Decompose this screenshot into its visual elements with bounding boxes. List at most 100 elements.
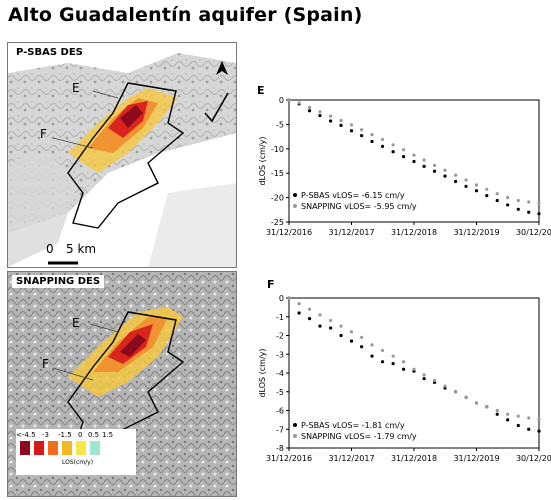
chart-f-plot: 0 -1 -2 -3 -4 -5 -6 -7 -831/12/2016 31/12/2017 31/… (258, 294, 551, 463)
figure-title: Alto Guadalentín aquifer (Spain) (8, 4, 363, 26)
data-point (370, 343, 374, 347)
chart-f: F 0 -1 -2 -3 -4 -5 -6 -7 -8 31/12/2016 31/12/2017 3… (241, 278, 551, 468)
point-e-label: E (72, 81, 80, 95)
point-e-label: E (72, 316, 80, 330)
panel-letter: E (257, 84, 265, 97)
data-point (297, 302, 301, 306)
legend-label: SNAPPING vLOS= -1.79 cm/y (301, 432, 417, 441)
data-point (527, 427, 531, 431)
data-point (380, 348, 385, 353)
legend-swatch (62, 441, 72, 455)
legend-unit: LOS(cm/y) (62, 459, 94, 466)
data-point (454, 173, 458, 177)
point-f-label: F (42, 357, 49, 371)
data-point (339, 324, 343, 328)
data-point (287, 98, 291, 102)
orbit-direction-icon (204, 92, 229, 123)
scale-label: 5 km (66, 242, 97, 256)
y-tick-label: -8 (276, 444, 284, 453)
data-point (464, 178, 468, 182)
legend-marker (293, 193, 297, 197)
legend-tick: <-4.5 (16, 431, 36, 439)
data-point (474, 189, 479, 193)
data-point (349, 129, 354, 133)
data-point (516, 198, 520, 203)
color-legend: <-4.5 -3 -1.5 0 0.5 1.5 LOS(cm/y) (16, 429, 136, 475)
data-point (380, 360, 385, 364)
data-point (329, 326, 333, 330)
data-point (485, 187, 489, 191)
x-tick-label: 31/12/2017 (328, 454, 374, 463)
data-point (360, 134, 364, 138)
x-tick-label: 31/12/2016 (266, 228, 312, 237)
data-point (516, 414, 520, 418)
data-point (432, 163, 437, 167)
data-point (432, 169, 437, 173)
data-point (474, 183, 479, 187)
y-tick-label: -5 (276, 388, 284, 397)
data-point (432, 378, 437, 383)
data-point (495, 412, 499, 416)
data-point (349, 339, 354, 343)
data-point (537, 212, 541, 216)
data-point (391, 362, 395, 366)
data-point (527, 210, 531, 214)
data-point (329, 119, 333, 123)
data-point (516, 423, 520, 428)
data-point (527, 416, 531, 420)
data-point (537, 429, 541, 433)
data-point (287, 296, 291, 300)
data-point (329, 114, 333, 118)
data-point (443, 174, 447, 178)
data-point (360, 345, 364, 349)
data-point (495, 198, 499, 203)
data-point (422, 164, 426, 168)
legend-tick: -1.5 (58, 431, 72, 439)
chart-e: E 0 -5 -10 -15 -20 -25 31/12/2016 31/12/2017 31/… (241, 84, 551, 244)
legend-tick: 1.5 (102, 431, 114, 439)
y-tick-label: -10 (271, 145, 284, 154)
data-point (339, 118, 343, 123)
y-tick-label: -5 (276, 120, 284, 129)
point-f-label: F (40, 127, 47, 141)
data-point (349, 123, 354, 127)
map-psbas: P-SBAS DES E F 0 5 km (7, 42, 237, 268)
legend-swatch (48, 441, 58, 455)
map-psbas-canvas (8, 43, 236, 267)
data-point (297, 101, 301, 105)
data-point (495, 408, 499, 413)
data-point (516, 207, 520, 211)
legend-marker (293, 204, 297, 208)
y-tick-label: -6 (276, 407, 284, 416)
x-tick-label: 31/12/2018 (391, 228, 437, 237)
y-tick-label: -15 (271, 169, 284, 178)
data-point (307, 109, 312, 113)
data-point (506, 412, 510, 416)
map-label: P-SBAS DES (12, 46, 87, 59)
data-point (391, 354, 395, 358)
map-snapping: SNAPPING DES E F <-4.5 -3 -1.5 0 0.5 1.5… (7, 271, 237, 497)
data-point (401, 155, 406, 159)
legend-marker (293, 434, 297, 438)
data-point (318, 313, 322, 317)
x-tick-label: 30/12/2020 (516, 454, 551, 463)
legend-swatch (76, 441, 86, 455)
data-point (380, 144, 385, 148)
data-point (401, 360, 406, 364)
x-tick-label: 31/12/2019 (453, 228, 499, 237)
legend-label: P-SBAS vLOS= -6.15 cm/y (301, 191, 405, 200)
data-point (454, 390, 458, 394)
data-point (380, 137, 385, 142)
legend-swatch (34, 441, 44, 455)
y-tick-label: -25 (271, 218, 284, 227)
data-point (370, 354, 374, 358)
data-point (370, 139, 374, 144)
data-point (412, 153, 416, 157)
data-point (422, 373, 426, 377)
y-tick-label: -2 (276, 332, 284, 341)
data-point (349, 330, 354, 334)
legend-tick: -3 (42, 431, 49, 439)
data-point (307, 307, 312, 311)
data-point (506, 196, 510, 200)
